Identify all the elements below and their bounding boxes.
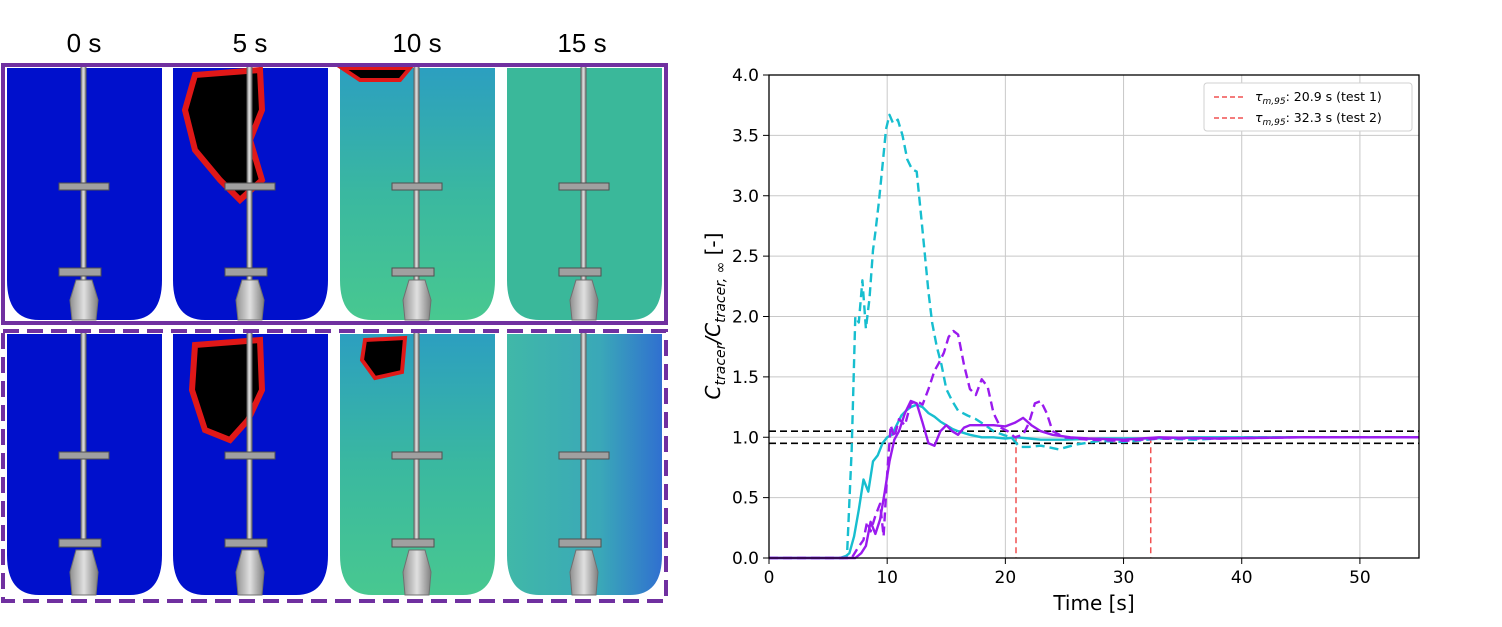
y-tick-label: 0.5 bbox=[732, 489, 759, 509]
x-tick-label: 0 bbox=[764, 568, 775, 588]
y-tick-label: 2.5 bbox=[732, 247, 759, 267]
simulation-snapshot-panel: 0 s 5 s 10 s 15 s bbox=[1, 28, 668, 603]
legend-entry-1: τm,95: 20.9 s (test 1) bbox=[1255, 89, 1382, 107]
tank-row-2 bbox=[7, 334, 662, 595]
y-ticks: 0.0 0.5 1.0 1.5 2.0 2.5 3.0 3.5 4.0 bbox=[732, 66, 769, 569]
x-tick-label: 10 bbox=[876, 568, 898, 588]
hot-plume-5s-row2 bbox=[188, 336, 266, 444]
time-label-10s: 10 s bbox=[392, 28, 441, 58]
y-tick-label: 0.0 bbox=[732, 549, 759, 569]
x-tick-label: 40 bbox=[1231, 568, 1253, 588]
x-tick-label: 20 bbox=[995, 568, 1017, 588]
y-tick-label: 1.0 bbox=[732, 428, 759, 448]
y-tick-label: 4.0 bbox=[732, 66, 759, 86]
time-label-0s: 0 s bbox=[67, 28, 102, 58]
series-lines bbox=[769, 113, 1419, 560]
x-tick-label: 50 bbox=[1349, 568, 1371, 588]
x-ticks: 0 10 20 30 40 50 bbox=[764, 558, 1371, 588]
row1-border-solid bbox=[1, 63, 668, 325]
series-line-4 bbox=[769, 399, 1419, 560]
impeller-hubs bbox=[69, 279, 599, 596]
y-axis-label: Ctracer/Ctracer, ∞ [-] bbox=[701, 233, 729, 400]
y-tick-label: 1.5 bbox=[732, 368, 759, 388]
impeller-blades bbox=[58, 182, 610, 548]
series-line-1 bbox=[769, 113, 1419, 560]
series-line-2 bbox=[769, 403, 1419, 560]
hot-region-10s-row1 bbox=[335, 66, 415, 82]
x-tick-label: 30 bbox=[1113, 568, 1135, 588]
series-line-3 bbox=[769, 329, 1419, 560]
tolerance-band bbox=[769, 430, 1419, 445]
y-tick-label: 2.0 bbox=[732, 308, 759, 328]
y-tick-label: 3.0 bbox=[732, 187, 759, 207]
time-label-5s: 5 s bbox=[233, 28, 268, 58]
legend-box bbox=[1203, 82, 1413, 132]
row2-border-dashed bbox=[1, 329, 668, 603]
mixing-time-markers bbox=[1015, 437, 1152, 558]
hot-region-10s-row2 bbox=[359, 335, 408, 381]
tank-row-1 bbox=[7, 66, 662, 320]
tracer-concentration-chart: 0 10 20 30 40 50 0.00.51.01.52.02.53.03.54.0 … bbox=[701, 66, 1420, 615]
time-label-15s: 15 s bbox=[557, 28, 606, 58]
y-tick-label: 3.5 bbox=[732, 126, 759, 146]
x-axis-label: Time [s] bbox=[1052, 591, 1134, 615]
legend-entry-2: τm,95: 32.3 s (test 2) bbox=[1255, 110, 1382, 128]
legend: τm,95: 20.9 s (test 1) τm,95: 32.3 s (te… bbox=[1203, 82, 1413, 132]
